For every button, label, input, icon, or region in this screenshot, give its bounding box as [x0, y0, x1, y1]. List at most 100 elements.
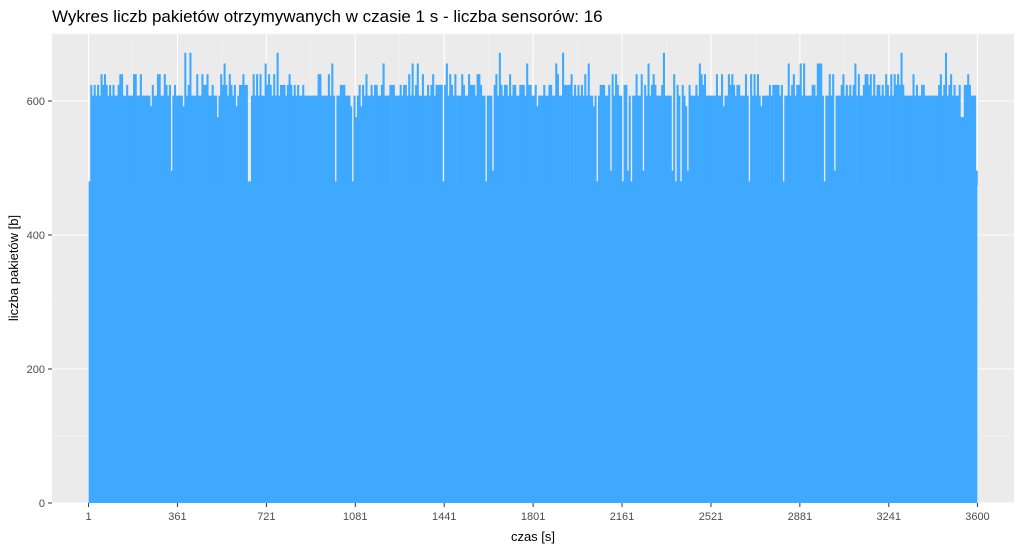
bar	[427, 84, 430, 186]
bar	[774, 84, 777, 186]
bar	[356, 95, 359, 186]
bar	[700, 74, 703, 186]
bar	[861, 95, 864, 186]
bar	[131, 95, 134, 186]
bar	[712, 95, 715, 186]
x-tick-label: 1	[85, 511, 91, 523]
bar	[464, 95, 467, 186]
bar	[946, 95, 949, 186]
bar	[816, 63, 819, 186]
bar	[374, 84, 377, 186]
bar	[107, 95, 110, 186]
bar	[396, 95, 399, 186]
bar	[857, 74, 860, 186]
bar	[119, 74, 122, 186]
bar	[888, 95, 891, 186]
bar	[914, 95, 917, 186]
bar	[216, 117, 219, 186]
bar	[102, 84, 105, 186]
bar	[531, 95, 534, 186]
bars-group	[88, 52, 978, 503]
bar	[377, 95, 380, 186]
bar	[541, 95, 544, 186]
bar	[963, 84, 966, 186]
bar	[362, 84, 365, 186]
bar	[191, 95, 194, 186]
bar	[288, 74, 291, 186]
bar	[609, 170, 612, 186]
bar	[303, 95, 306, 186]
bar	[444, 84, 447, 186]
bar	[172, 95, 175, 186]
bar	[124, 95, 127, 186]
bar	[314, 95, 317, 186]
x-tick-label: 2881	[788, 511, 812, 523]
bar	[717, 95, 720, 186]
x-tick-label: 2161	[610, 511, 634, 523]
bar	[302, 84, 305, 186]
bar	[823, 181, 826, 186]
bar	[225, 84, 228, 186]
bar	[515, 95, 518, 186]
bar	[565, 84, 568, 186]
bar	[442, 181, 445, 186]
bar	[421, 74, 424, 186]
bar	[351, 181, 354, 186]
bar	[577, 84, 580, 186]
bar	[365, 74, 368, 186]
bar	[556, 74, 559, 186]
bar	[637, 95, 640, 186]
bar	[890, 74, 893, 186]
bar	[372, 95, 375, 186]
bar	[174, 84, 177, 186]
bar	[527, 84, 530, 186]
bar	[399, 84, 402, 186]
bar	[155, 95, 158, 186]
x-axis: 1 361 721 1081 1441 1801 2161 2521 2881 3241 3600	[85, 503, 990, 523]
bar	[551, 95, 554, 186]
bar	[695, 84, 698, 186]
bar	[218, 95, 221, 186]
bar	[93, 84, 96, 186]
bar	[654, 84, 657, 186]
bar	[678, 95, 681, 186]
bar	[329, 95, 332, 186]
bar	[806, 95, 809, 186]
bar	[291, 95, 295, 186]
bar	[849, 84, 852, 186]
bar	[247, 181, 250, 186]
bar	[866, 74, 869, 186]
bar	[163, 74, 166, 186]
bar	[546, 95, 549, 186]
bar	[413, 95, 416, 186]
bar	[862, 84, 865, 186]
bar	[406, 95, 409, 186]
bar	[136, 95, 139, 186]
bar	[787, 63, 790, 186]
bar	[480, 84, 483, 186]
bar	[613, 95, 616, 186]
bar	[189, 52, 192, 186]
bar	[755, 95, 758, 186]
bar	[221, 84, 224, 186]
bar	[775, 84, 778, 186]
bar	[449, 74, 452, 186]
bar	[507, 95, 510, 186]
bar	[676, 84, 679, 186]
bar	[827, 95, 830, 186]
bar	[415, 84, 418, 186]
bar	[902, 84, 905, 186]
x-tick-label: 361	[168, 511, 186, 523]
bar	[524, 95, 527, 186]
bar	[691, 95, 695, 186]
bar	[567, 84, 570, 186]
bar	[917, 95, 920, 186]
bar	[833, 170, 836, 186]
bar	[719, 95, 722, 186]
bar	[196, 74, 199, 186]
bar	[705, 95, 708, 186]
bar	[445, 63, 448, 186]
bar	[254, 95, 257, 186]
bar	[548, 84, 551, 186]
